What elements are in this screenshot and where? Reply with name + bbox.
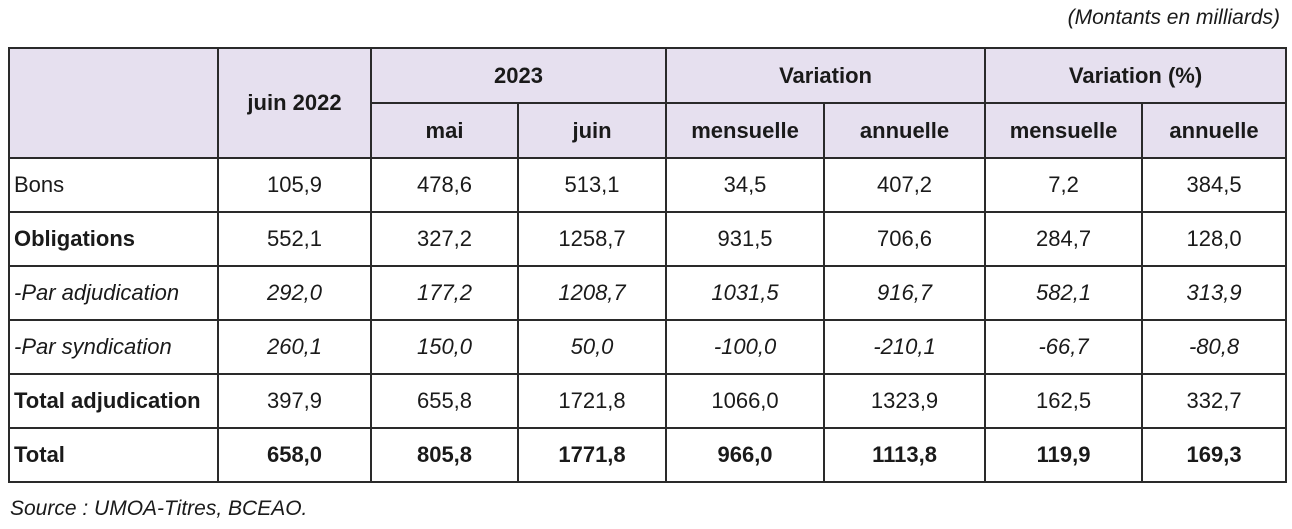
cell-value: -210,1 xyxy=(823,319,987,375)
cell-value: 407,2 xyxy=(823,157,987,213)
header-mensuelle: mensuelle xyxy=(665,102,826,159)
cell-value: -100,0 xyxy=(665,319,826,375)
cell-value: 1113,8 xyxy=(823,427,987,483)
cell-value: 582,1 xyxy=(984,265,1144,321)
cell-value: 658,0 xyxy=(217,427,372,483)
table-row-total: Total 658,0 805,8 1771,8 966,0 1113,8 11… xyxy=(8,427,1288,483)
cell-value: 1771,8 xyxy=(516,427,668,483)
cell-value: 552,1 xyxy=(217,211,372,267)
cell-value: 1031,5 xyxy=(665,265,826,321)
unit-note: (Montants en milliards) xyxy=(1067,6,1280,29)
row-label: -Par adjudication xyxy=(8,265,219,321)
cell-value: 1208,7 xyxy=(516,265,668,321)
cell-value: 327,2 xyxy=(370,211,519,267)
data-table: juin 2022 2023 Variation Variation (%) m… xyxy=(8,47,1288,483)
header-juin-2022: juin 2022 xyxy=(217,47,372,159)
header-corner xyxy=(8,47,219,159)
cell-value: 1066,0 xyxy=(665,373,826,429)
header-juin: juin xyxy=(516,102,668,159)
header-mensuelle-pct: mensuelle xyxy=(984,102,1144,159)
table-row-par-adjudication: -Par adjudication 292,0 177,2 1208,7 103… xyxy=(8,265,1288,321)
cell-value: 177,2 xyxy=(370,265,519,321)
cell-value: 260,1 xyxy=(217,319,372,375)
row-label: Total adjudication xyxy=(8,373,219,429)
header-mai: mai xyxy=(370,102,519,159)
header-annuelle-pct: annuelle xyxy=(1141,102,1288,159)
cell-value: 706,6 xyxy=(823,211,987,267)
cell-value: 150,0 xyxy=(370,319,519,375)
table-row-par-syndication: -Par syndication 260,1 150,0 50,0 -100,0… xyxy=(8,319,1288,375)
cell-value: 34,5 xyxy=(665,157,826,213)
table-body: Bons 105,9 478,6 513,1 34,5 407,2 7,2 38… xyxy=(8,157,1288,483)
table-header: juin 2022 2023 Variation Variation (%) m… xyxy=(8,47,1288,159)
table-row-total-adjudication: Total adjudication 397,9 655,8 1721,8 10… xyxy=(8,373,1288,429)
row-label: Obligations xyxy=(8,211,219,267)
cell-value: -66,7 xyxy=(984,319,1144,375)
header-group-variation-pct: Variation (%) xyxy=(984,47,1288,104)
header-group-variation: Variation xyxy=(665,47,987,104)
cell-value: 655,8 xyxy=(370,373,519,429)
cell-value: 292,0 xyxy=(217,265,372,321)
row-label: Bons xyxy=(8,157,219,213)
header-annuelle: annuelle xyxy=(823,102,987,159)
cell-value: 916,7 xyxy=(823,265,987,321)
cell-value: 397,9 xyxy=(217,373,372,429)
cell-value: 313,9 xyxy=(1141,265,1288,321)
cell-value: 7,2 xyxy=(984,157,1144,213)
cell-value: 513,1 xyxy=(516,157,668,213)
table-row-bons: Bons 105,9 478,6 513,1 34,5 407,2 7,2 38… xyxy=(8,157,1288,213)
cell-value: 50,0 xyxy=(516,319,668,375)
cell-value: 332,7 xyxy=(1141,373,1288,429)
cell-value: 284,7 xyxy=(984,211,1144,267)
cell-value: 119,9 xyxy=(984,427,1144,483)
cell-value: 805,8 xyxy=(370,427,519,483)
cell-value: 1258,7 xyxy=(516,211,668,267)
cell-value: 1721,8 xyxy=(516,373,668,429)
table-row-obligations: Obligations 552,1 327,2 1258,7 931,5 706… xyxy=(8,211,1288,267)
cell-value: 162,5 xyxy=(984,373,1144,429)
cell-value: 931,5 xyxy=(665,211,826,267)
header-group-2023: 2023 xyxy=(369,47,668,104)
cell-value: 1323,9 xyxy=(823,373,987,429)
row-label: -Par syndication xyxy=(8,319,219,375)
cell-value: 105,9 xyxy=(217,157,372,213)
cell-value: -80,8 xyxy=(1141,319,1288,375)
cell-value: 478,6 xyxy=(370,157,519,213)
cell-value: 169,3 xyxy=(1141,427,1288,483)
source-note: Source : UMOA-Titres, BCEAO. xyxy=(10,497,308,520)
cell-value: 128,0 xyxy=(1141,211,1288,267)
row-label: Total xyxy=(8,427,219,483)
cell-value: 384,5 xyxy=(1141,157,1288,213)
cell-value: 966,0 xyxy=(665,427,826,483)
